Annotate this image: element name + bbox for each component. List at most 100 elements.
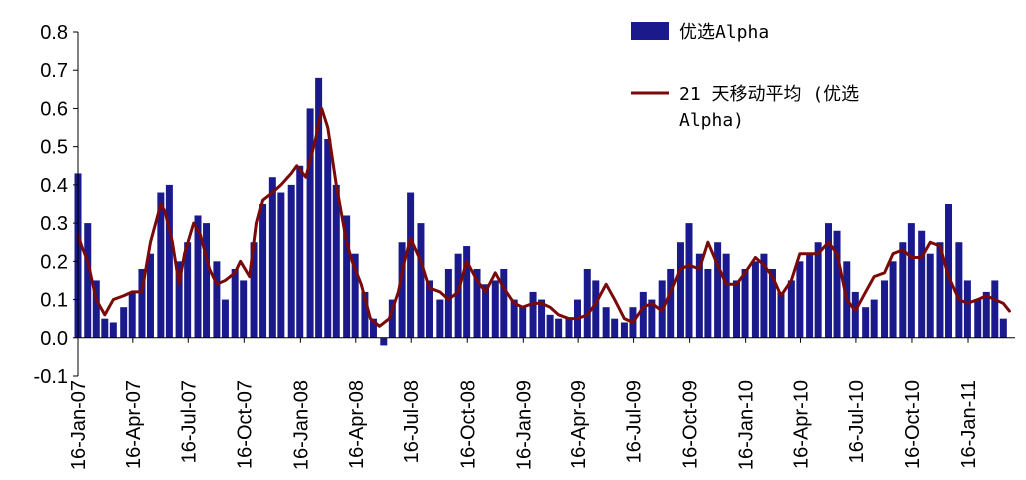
bar (500, 268, 508, 338)
bar (991, 280, 999, 338)
bar (361, 291, 369, 338)
bar (538, 299, 546, 338)
bar (259, 204, 267, 338)
bar (454, 253, 462, 338)
bar (768, 268, 776, 338)
bar (881, 280, 889, 338)
bar (704, 268, 712, 338)
x-tick-label: 16-Jan-10 (736, 380, 758, 470)
x-tick-label: 16-Oct-09 (680, 380, 702, 469)
bar (907, 223, 915, 338)
x-tick-label: 16-Jan-11 (958, 380, 980, 469)
bar (899, 242, 907, 338)
bar (955, 242, 963, 338)
bar (203, 223, 211, 338)
bar (620, 322, 628, 338)
legend-label-bar: 优选Alpha (679, 22, 769, 43)
bar (436, 299, 444, 338)
line-series-layer (76, 106, 1011, 328)
bar (306, 108, 314, 338)
bar (974, 299, 982, 338)
bar (84, 223, 92, 338)
bar (231, 268, 239, 338)
bar (733, 280, 741, 338)
bar (324, 139, 332, 338)
bar (388, 299, 396, 338)
bar (555, 318, 563, 338)
x-tick-label: 16-Apr-09 (568, 380, 590, 469)
x-tick-label: 16-Oct-08 (457, 380, 479, 469)
bar (101, 318, 109, 338)
bar (796, 261, 804, 338)
moving-average-line (76, 106, 1011, 328)
bar (592, 280, 600, 338)
bar (602, 307, 610, 338)
bar (287, 184, 295, 338)
legend-swatch-bar (631, 22, 669, 40)
bar (343, 215, 351, 338)
y-tick-label: 0.5 (40, 137, 68, 159)
bar (926, 253, 934, 338)
bar (315, 77, 323, 338)
bar (814, 242, 822, 338)
bar (277, 192, 285, 338)
bar (667, 268, 675, 338)
y-tick-label: 0.8 (40, 22, 68, 44)
x-tick-label: 16-Jul-09 (624, 380, 646, 463)
y-tick-label: 0.7 (40, 60, 68, 82)
bar (639, 291, 647, 338)
x-tick-label: 16-Oct-07 (234, 380, 256, 469)
bar (648, 299, 656, 338)
bar (146, 253, 154, 338)
bar (999, 318, 1007, 338)
bar (351, 253, 359, 338)
bar (332, 184, 340, 338)
bar (240, 280, 248, 338)
bar (695, 253, 703, 338)
bar (184, 242, 192, 338)
bar (473, 268, 481, 338)
bar (109, 322, 117, 338)
bar (760, 253, 768, 338)
bar (546, 314, 554, 338)
bar (963, 280, 971, 338)
bar (491, 280, 499, 338)
bar (529, 291, 537, 338)
x-tick-label: 16-Jul-08 (401, 380, 423, 463)
bar (611, 318, 619, 338)
bar (194, 215, 202, 338)
y-tick-label: 0.4 (40, 175, 68, 197)
bar (138, 268, 146, 338)
bar (685, 223, 693, 338)
x-tick-label: 16-Jan-07 (68, 380, 90, 470)
bar (463, 246, 471, 338)
y-tick-label: 0.6 (40, 98, 68, 120)
y-tick-label: 0.1 (40, 290, 68, 312)
bar (565, 318, 573, 338)
bar (250, 242, 258, 338)
bar (918, 230, 926, 338)
bar (936, 242, 944, 338)
x-tick-label: 16-Jan-09 (513, 380, 535, 470)
y-tick-label: -0.1 (34, 366, 68, 388)
bar (714, 242, 722, 338)
bar (157, 192, 165, 338)
axes-layer: -0.1 0.0 0.1 0.2 0.3 0.4 0.5 0.6 0.7 0.8 16-Jan-07… (34, 22, 1015, 470)
bar (120, 307, 128, 338)
bar (676, 242, 684, 338)
bar (444, 268, 452, 338)
bar (722, 253, 730, 338)
bar (825, 223, 832, 338)
bar (751, 261, 759, 338)
bar (221, 299, 229, 338)
y-tick-label: 0.0 (40, 328, 68, 350)
bar (583, 268, 591, 338)
bar (806, 253, 814, 338)
bar (380, 337, 388, 346)
bar (407, 192, 415, 338)
x-tick-label: 16-Jul-07 (178, 380, 200, 463)
legend-label-line: 21 天移动平均 (优选 Alpha) (679, 84, 859, 131)
bar (945, 204, 953, 338)
